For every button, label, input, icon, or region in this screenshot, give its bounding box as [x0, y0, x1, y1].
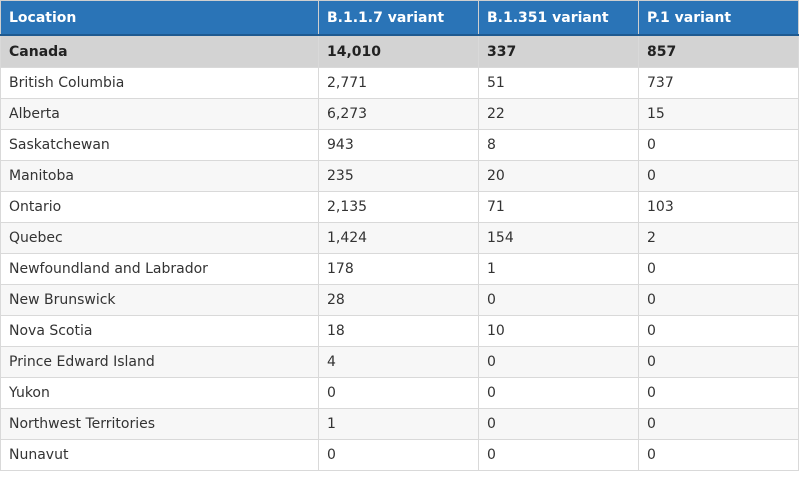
location-cell: Ontario — [0, 191, 319, 223]
b1351-cell: 51 — [478, 67, 639, 99]
location-cell: Yukon — [0, 377, 319, 409]
table-row: Saskatchewan 943 8 0 — [0, 129, 799, 161]
column-header-p1: P.1 variant — [638, 0, 799, 36]
b1351-cell: 22 — [478, 98, 639, 130]
b117-cell: 2,771 — [318, 67, 479, 99]
table-row: Ontario 2,135 71 103 — [0, 191, 799, 223]
b1351-cell: 0 — [478, 346, 639, 378]
table-row: Prince Edward Island 4 0 0 — [0, 346, 799, 378]
b117-cell: 943 — [318, 129, 479, 161]
b117-cell: 1 — [318, 408, 479, 440]
p1-cell: 0 — [638, 284, 799, 316]
p1-cell: 103 — [638, 191, 799, 223]
location-cell: British Columbia — [0, 67, 319, 99]
b1351-cell: 154 — [478, 222, 639, 254]
table-row: Nunavut 0 0 0 — [0, 439, 799, 471]
table-header-row: Location B.1.1.7 variant B.1.351 variant… — [0, 0, 799, 36]
location-cell: New Brunswick — [0, 284, 319, 316]
table-row: Yukon 0 0 0 — [0, 377, 799, 409]
location-cell: Quebec — [0, 222, 319, 254]
b117-cell: 1,424 — [318, 222, 479, 254]
p1-cell: 0 — [638, 346, 799, 378]
b1351-cell: 337 — [478, 34, 639, 68]
column-header-b1351: B.1.351 variant — [478, 0, 639, 36]
column-header-location: Location — [0, 0, 319, 36]
b117-cell: 28 — [318, 284, 479, 316]
b1351-cell: 0 — [478, 408, 639, 440]
p1-cell: 0 — [638, 408, 799, 440]
table-row: British Columbia 2,771 51 737 — [0, 67, 799, 99]
column-header-b117: B.1.1.7 variant — [318, 0, 479, 36]
location-cell: Nova Scotia — [0, 315, 319, 347]
b117-cell: 2,135 — [318, 191, 479, 223]
b117-cell: 235 — [318, 160, 479, 192]
location-cell: Newfoundland and Labrador — [0, 253, 319, 285]
p1-cell: 0 — [638, 129, 799, 161]
table-row: Nova Scotia 18 10 0 — [0, 315, 799, 347]
p1-cell: 0 — [638, 439, 799, 471]
table-row: Northwest Territories 1 0 0 — [0, 408, 799, 440]
b1351-cell: 71 — [478, 191, 639, 223]
table-row: New Brunswick 28 0 0 — [0, 284, 799, 316]
b1351-cell: 20 — [478, 160, 639, 192]
p1-cell: 15 — [638, 98, 799, 130]
location-cell: Canada — [0, 34, 319, 68]
p1-cell: 737 — [638, 67, 799, 99]
p1-cell: 0 — [638, 253, 799, 285]
b1351-cell: 0 — [478, 439, 639, 471]
p1-cell: 857 — [638, 34, 799, 68]
table-row: Manitoba 235 20 0 — [0, 160, 799, 192]
table-row: Newfoundland and Labrador 178 1 0 — [0, 253, 799, 285]
location-cell: Northwest Territories — [0, 408, 319, 440]
location-cell: Alberta — [0, 98, 319, 130]
location-cell: Nunavut — [0, 439, 319, 471]
location-cell: Saskatchewan — [0, 129, 319, 161]
table-row: Quebec 1,424 154 2 — [0, 222, 799, 254]
b117-cell: 4 — [318, 346, 479, 378]
total-row: Canada 14,010 337 857 — [0, 34, 799, 68]
p1-cell: 0 — [638, 377, 799, 409]
b117-cell: 6,273 — [318, 98, 479, 130]
b117-cell: 0 — [318, 377, 479, 409]
location-cell: Prince Edward Island — [0, 346, 319, 378]
b1351-cell: 8 — [478, 129, 639, 161]
b117-cell: 18 — [318, 315, 479, 347]
b117-cell: 14,010 — [318, 34, 479, 68]
b1351-cell: 1 — [478, 253, 639, 285]
location-cell: Manitoba — [0, 160, 319, 192]
p1-cell: 0 — [638, 160, 799, 192]
b117-cell: 0 — [318, 439, 479, 471]
p1-cell: 2 — [638, 222, 799, 254]
b117-cell: 178 — [318, 253, 479, 285]
b1351-cell: 0 — [478, 377, 639, 409]
table-row: Alberta 6,273 22 15 — [0, 98, 799, 130]
b1351-cell: 0 — [478, 284, 639, 316]
p1-cell: 0 — [638, 315, 799, 347]
b1351-cell: 10 — [478, 315, 639, 347]
